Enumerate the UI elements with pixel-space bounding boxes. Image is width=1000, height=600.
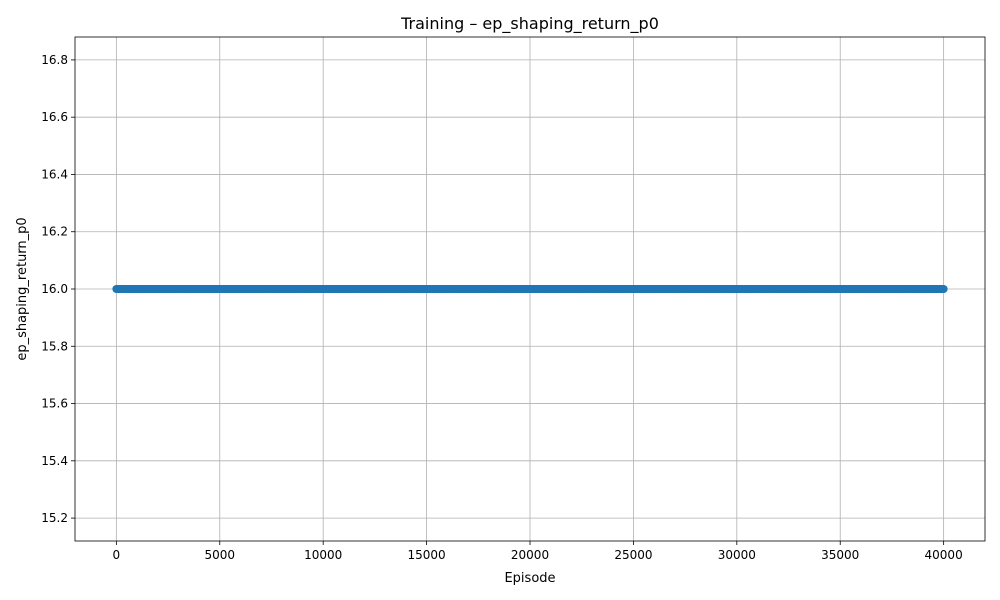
x-axis-label: Episode xyxy=(504,571,555,586)
x-tick-label: 40000 xyxy=(925,548,963,562)
chart-title: Training – ep_shaping_return_p0 xyxy=(400,14,659,34)
y-tick-label: 15.4 xyxy=(41,454,68,468)
x-tick-label: 5000 xyxy=(204,548,235,562)
y-tick-label: 15.6 xyxy=(41,397,68,411)
y-tick-label: 15.2 xyxy=(41,511,68,525)
y-axis-label: ep_shaping_return_p0 xyxy=(15,217,30,360)
y-tick-label: 16.2 xyxy=(41,225,68,239)
x-tick-label: 35000 xyxy=(821,548,859,562)
y-tick-label: 16.6 xyxy=(41,110,68,124)
x-tick-label: 20000 xyxy=(511,548,549,562)
x-tick-label: 30000 xyxy=(718,548,756,562)
x-tick-label: 25000 xyxy=(614,548,652,562)
y-tick-label: 15.8 xyxy=(41,339,68,353)
x-axis-ticks: 0 5000 10000 15000 20000 25000 30000 35000 40000 xyxy=(113,541,963,562)
data-point xyxy=(939,285,948,293)
x-tick-label: 0 xyxy=(113,548,121,562)
y-axis-ticks: 15.2 15.4 15.6 15.8 16.0 16.2 16.4 16.6 16.8 xyxy=(41,53,75,525)
y-tick-label: 16.0 xyxy=(41,282,68,296)
x-tick-label: 10000 xyxy=(304,548,342,562)
y-tick-label: 16.8 xyxy=(41,53,68,67)
series-layer xyxy=(112,285,948,293)
series-markers xyxy=(112,285,948,293)
x-tick-label: 15000 xyxy=(407,548,445,562)
y-tick-label: 16.4 xyxy=(41,167,68,181)
